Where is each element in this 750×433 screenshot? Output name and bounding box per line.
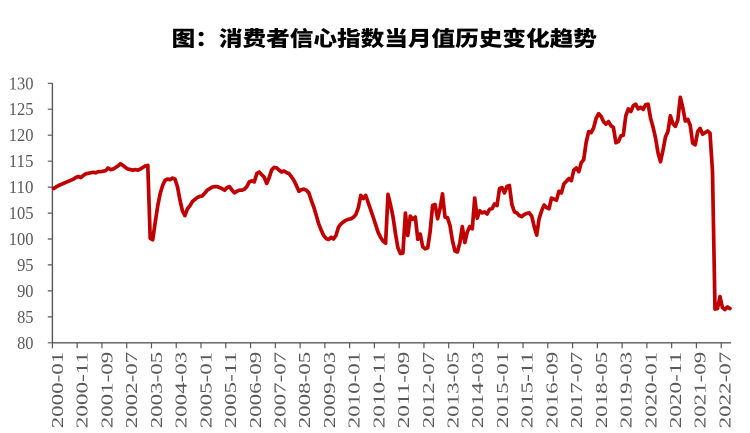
svg-text:2014-03: 2014-03	[468, 352, 487, 428]
svg-text:2018-05: 2018-05	[592, 352, 611, 428]
svg-text:2010-11: 2010-11	[369, 352, 388, 428]
svg-text:120: 120	[9, 125, 34, 145]
svg-text:2007-07: 2007-07	[271, 351, 290, 428]
svg-text:2021-09: 2021-09	[691, 352, 710, 428]
svg-text:2019-03: 2019-03	[617, 352, 636, 428]
svg-text:2020-11: 2020-11	[666, 352, 685, 428]
svg-text:2017-07: 2017-07	[567, 351, 586, 428]
svg-text:2005-11: 2005-11	[221, 352, 240, 428]
svg-text:2010-01: 2010-01	[345, 352, 364, 428]
svg-text:105: 105	[9, 203, 34, 223]
svg-text:2005-01: 2005-01	[196, 352, 215, 428]
svg-text:2012-07: 2012-07	[419, 351, 438, 428]
svg-text:2022-07: 2022-07	[715, 351, 734, 428]
svg-text:100: 100	[9, 229, 34, 249]
svg-text:2016-09: 2016-09	[542, 352, 561, 428]
svg-text:2011-09: 2011-09	[394, 352, 413, 428]
svg-text:2015-11: 2015-11	[518, 352, 537, 428]
svg-text:2008-05: 2008-05	[295, 352, 314, 428]
svg-text:80: 80	[17, 333, 33, 353]
svg-text:130: 130	[9, 73, 34, 93]
svg-text:125: 125	[9, 99, 34, 119]
svg-text:110: 110	[9, 177, 34, 197]
svg-text:2000-11: 2000-11	[73, 352, 92, 428]
svg-text:85: 85	[17, 307, 33, 327]
svg-text:2006-09: 2006-09	[246, 352, 265, 428]
svg-text:90: 90	[17, 281, 33, 301]
svg-text:2001-09: 2001-09	[97, 352, 116, 428]
svg-text:2002-07: 2002-07	[122, 351, 141, 428]
svg-text:95: 95	[17, 255, 33, 275]
svg-text:2003-05: 2003-05	[147, 352, 166, 428]
svg-text:2000-01: 2000-01	[48, 352, 67, 428]
svg-text:2020-01: 2020-01	[641, 352, 660, 428]
svg-text:115: 115	[9, 151, 34, 171]
svg-text:2004-03: 2004-03	[172, 352, 191, 428]
svg-text:2015-01: 2015-01	[493, 352, 512, 428]
svg-text:2013-05: 2013-05	[444, 352, 463, 428]
svg-text:2009-03: 2009-03	[320, 352, 339, 428]
